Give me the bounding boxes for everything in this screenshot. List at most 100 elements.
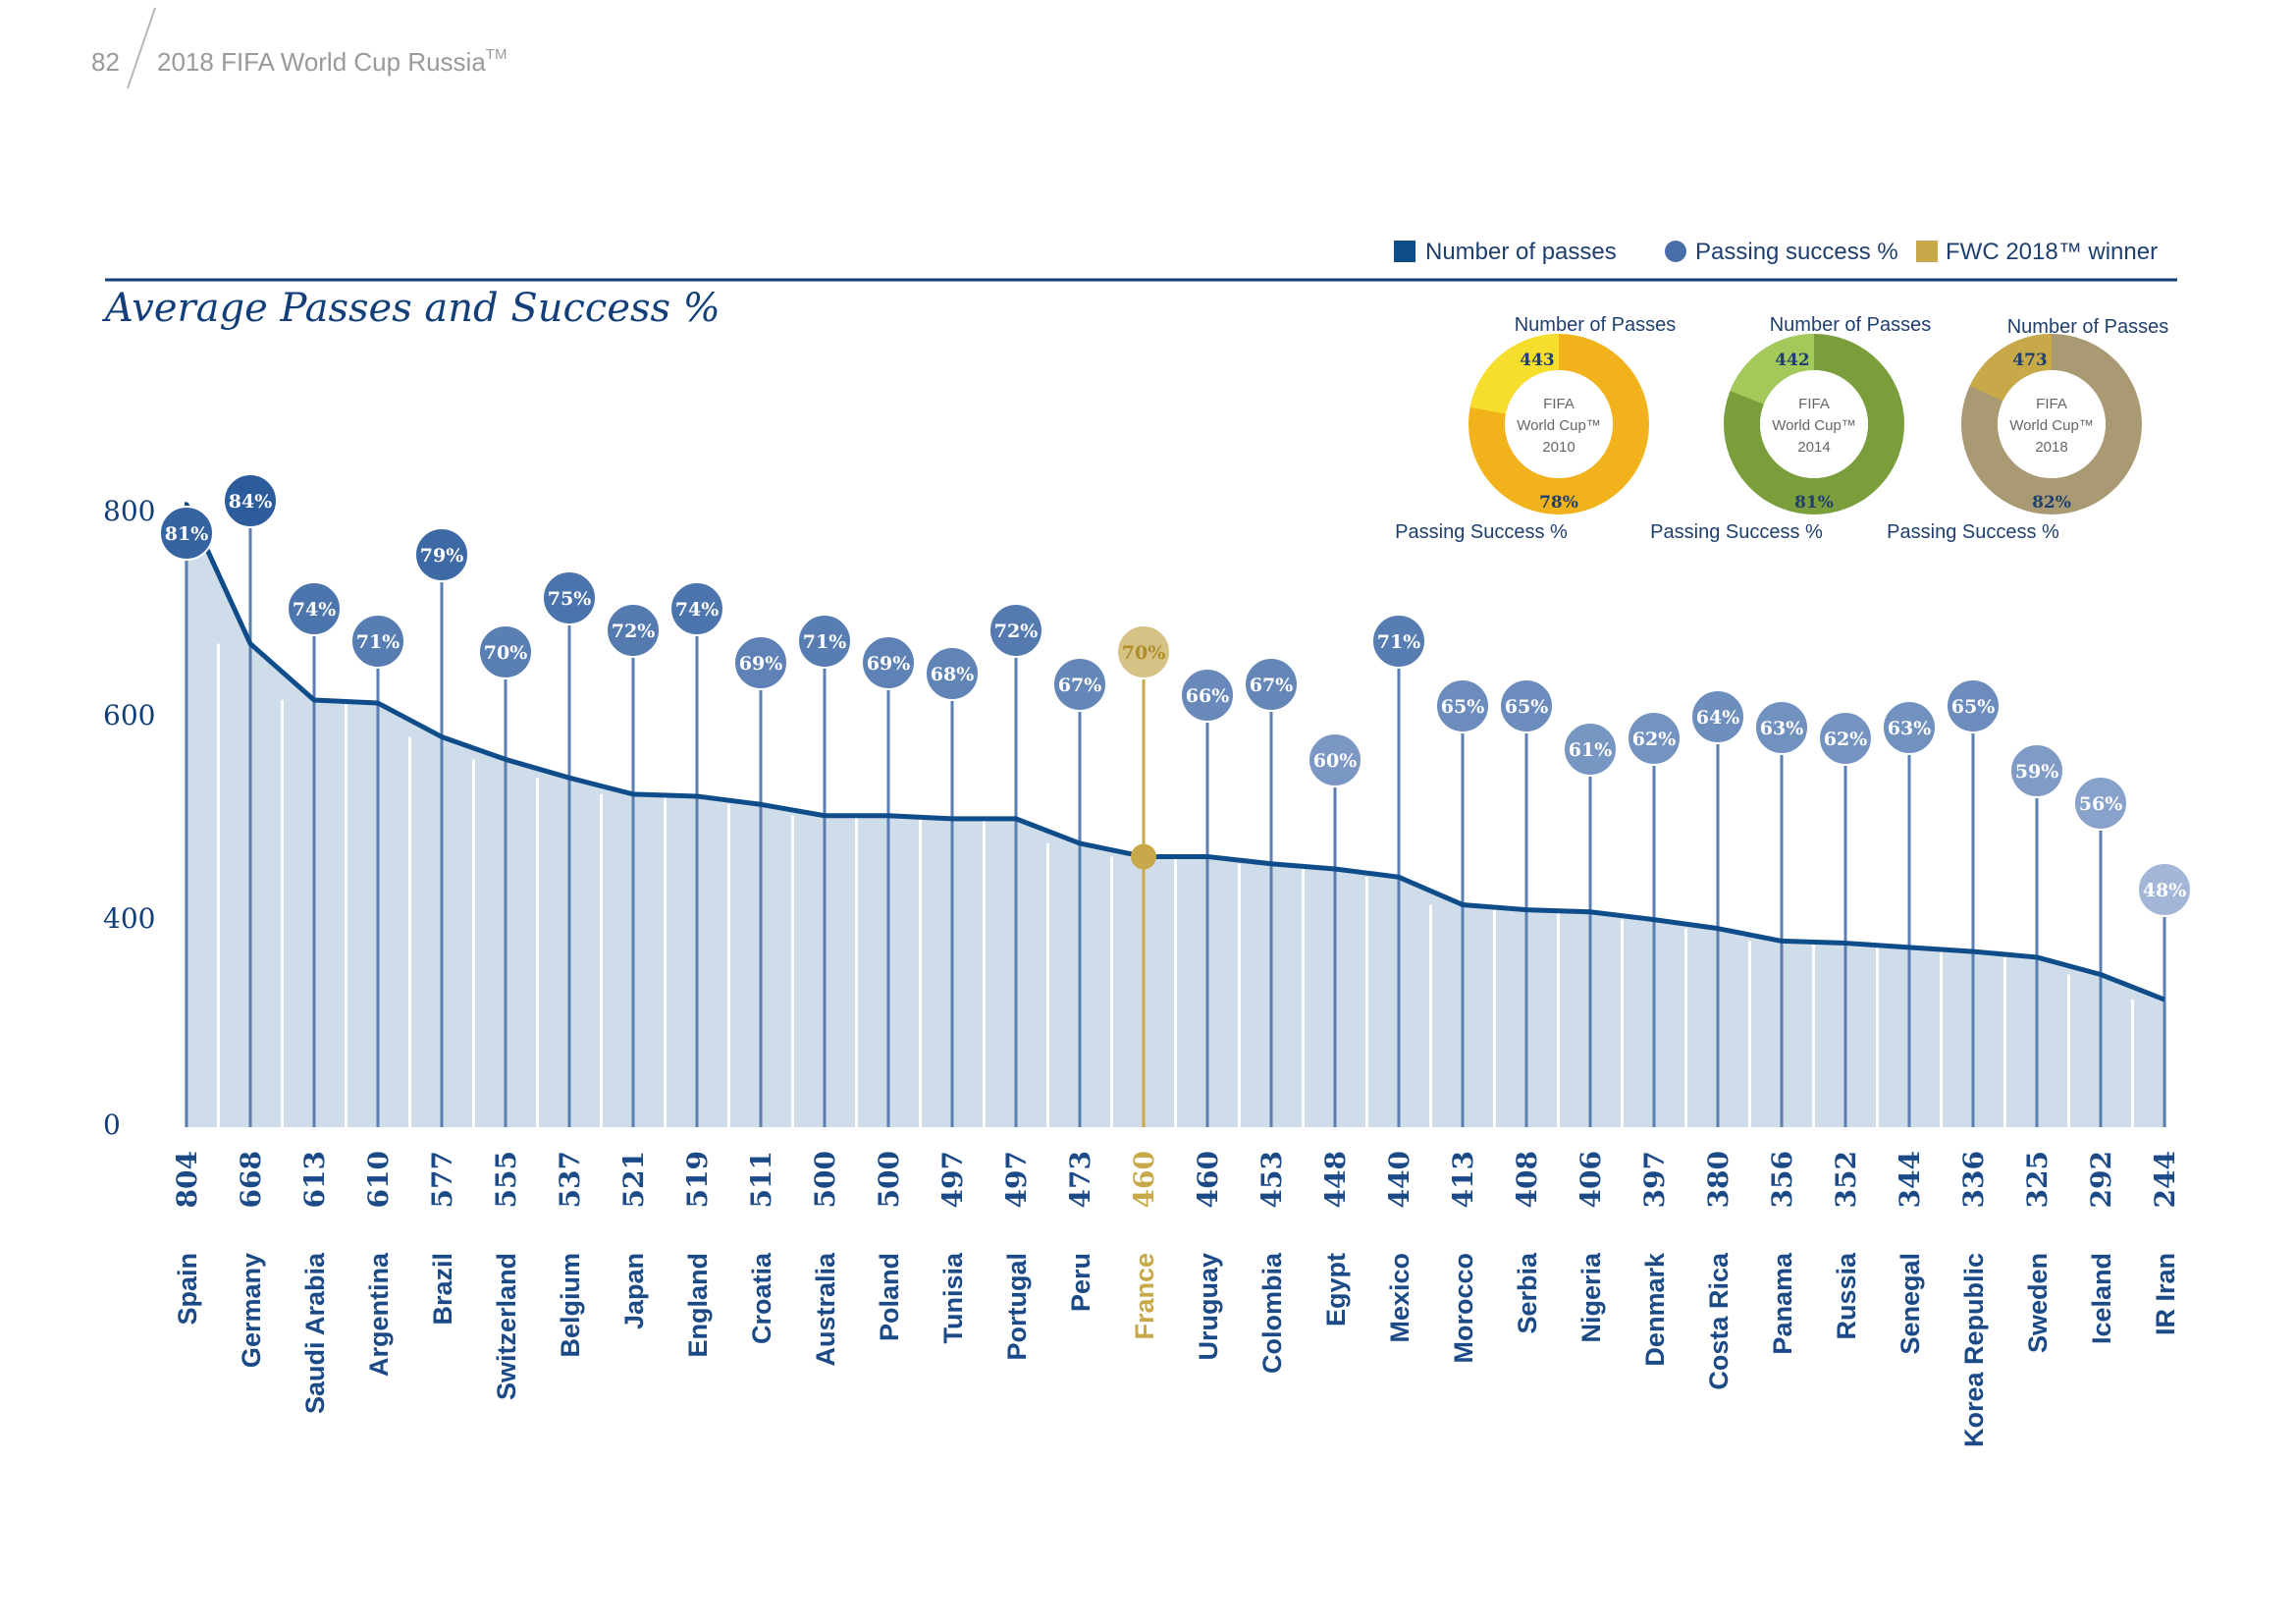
passes-value-label: 460 [1128,1151,1160,1208]
legend-label-success: Passing success % [1695,239,1898,265]
success-bubble [1946,678,2001,733]
success-label: 59% [2015,761,2059,783]
passes-value-label: 380 [1702,1151,1735,1208]
legend-swatch-passes [1394,241,1415,262]
donut-center-text: World Cup™ [1772,417,1856,434]
success-label: 79% [420,545,464,567]
success-label: 61% [1569,739,1613,761]
chart-title: Average Passes and Success % [101,286,721,331]
success-label: 66% [1186,685,1230,707]
success-bubble [1499,678,1554,733]
success-bubble [542,570,597,625]
success-label: 70% [484,642,528,664]
success-bubble [414,527,469,582]
y-tick-label: 400 [103,902,155,935]
country-label: Korea Republic [1959,1253,1989,1447]
success-label: 75% [548,588,592,610]
success-bubble [861,635,916,690]
donut-passes: 443 [1520,351,1555,370]
country-label: Japan [619,1253,649,1329]
passes-value-label: 408 [1511,1151,1543,1208]
donut-passes: 473 [2012,351,2048,370]
country-label: IR Iran [2151,1253,2180,1335]
donut-center-text: FIFA [1798,396,1830,412]
success-bubble [1627,711,1682,766]
passes-value-label: 537 [554,1151,586,1208]
donut-2010: Number of Passes Passing Success % FIFA W… [1395,314,1676,543]
publication-title: 2018 FIFA World Cup RussiaTM [157,46,507,77]
winner-passes-marker [1131,843,1156,870]
country-label: Colombia [1257,1252,1287,1374]
passes-value-label: 804 [171,1151,203,1208]
donut-segment [1469,334,1560,415]
donut-success: 82% [2032,493,2071,513]
success-label: 65% [1441,696,1485,718]
passes-value-label: 668 [235,1151,267,1208]
passes-value-label: 336 [1957,1151,1990,1208]
success-label: 71% [803,631,847,653]
passes-value-label: 292 [2085,1151,2117,1208]
donut-hole [1998,370,2106,478]
donut-center-text: 2018 [2035,439,2067,456]
success-bubble [223,473,278,528]
success-bubble [287,581,342,636]
country-label: Peru [1066,1253,1095,1312]
success-label: 65% [1951,696,1996,718]
success-label: 84% [229,491,273,513]
country-label: Spain [173,1253,202,1326]
passes-value-label: 500 [809,1151,841,1208]
donut-center-text: 2014 [1797,439,1830,456]
country-label: Nigeria [1576,1252,1606,1343]
success-label: 72% [994,621,1039,642]
passes-value-label: 448 [1319,1151,1352,1208]
success-bubble [606,603,661,658]
success-bubble [1052,657,1107,712]
success-label: 63% [1888,718,1932,739]
success-label: 81% [165,523,209,545]
y-tick-label: 800 [103,495,155,527]
donut-caption-bottom: Passing Success % [1395,521,1568,543]
country-label: England [683,1253,713,1358]
country-label: Belgium [556,1253,585,1358]
success-label: 74% [293,599,337,621]
country-label: Mexico [1385,1253,1415,1343]
success-bubble [1818,711,1873,766]
success-label: 72% [612,621,656,642]
header-slash [127,7,156,89]
passes-value-label: 521 [617,1151,650,1208]
donut-center-text: FIFA [2036,396,2067,412]
donut-center-text: 2010 [1542,439,1575,456]
passes-value-label: 497 [1000,1151,1033,1208]
passes-value-label: 440 [1383,1151,1415,1208]
legend-label-passes: Number of passes [1425,239,1617,265]
donut-caption-top: Number of Passes [1515,314,1677,336]
success-bubble [2073,776,2128,831]
success-label: 68% [931,664,975,685]
country-label: Costa Rica [1704,1252,1734,1390]
success-bubble [797,614,852,669]
success-bubble [669,581,724,636]
success-label: 65% [1505,696,1549,718]
donut-segment [1730,334,1815,406]
passes-value-label: 413 [1447,1151,1479,1208]
country-label: Russia [1832,1252,1861,1340]
country-label: Serbia [1513,1252,1542,1334]
passes-value-label: 577 [426,1151,458,1208]
passes-value-label: 453 [1255,1151,1288,1208]
page-number: 82 [91,47,120,77]
country-label: Australia [811,1252,840,1367]
passes-value-label: 356 [1766,1151,1798,1208]
passes-value-label: 610 [362,1151,395,1208]
success-bubble [1754,700,1809,755]
success-label: 71% [356,631,400,653]
success-bubble [350,614,405,669]
success-bubble [159,506,214,561]
success-label: 56% [2079,793,2123,815]
legend-label-winner: FWC 2018™ winner [1946,239,2158,265]
country-label: Denmark [1640,1252,1670,1367]
country-label: Poland [875,1253,904,1341]
plot-area: 81% 84% 74% 71% 79% 70% 75% 72% 74% 69% 71% 69% 68% 7… [159,473,2192,1127]
success-bubble [1690,689,1745,744]
passes-value-label: 406 [1575,1151,1607,1208]
country-label: Brazil [428,1253,457,1326]
